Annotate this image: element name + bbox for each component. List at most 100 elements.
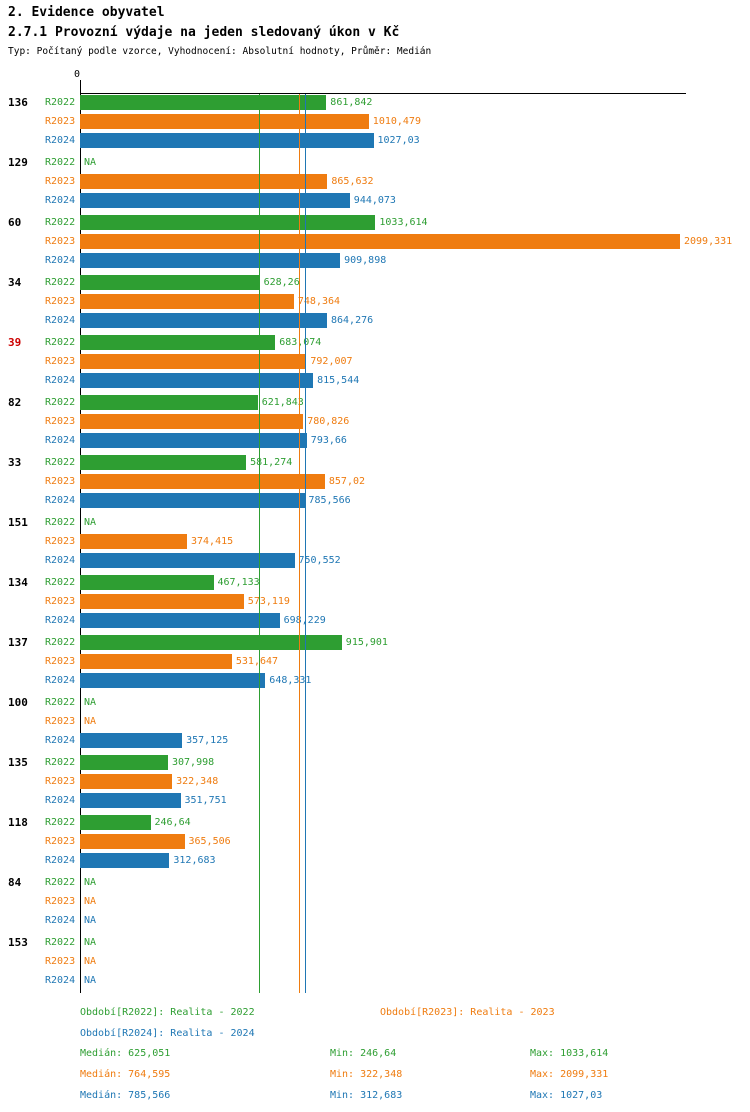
bar-group: 39 R2022 683,074 R2023 792,007 R2024 815,544 [0, 333, 750, 393]
na-label: NA [84, 517, 97, 528]
chart-row: R2023 865,632 [0, 173, 750, 192]
series-label: R2022 [45, 397, 76, 408]
series-label: R2022 [45, 457, 76, 468]
chart-row: R2024 NA [0, 912, 750, 931]
series-label: R2023 [45, 476, 76, 487]
chart-row: R2024 312,683 [0, 852, 750, 871]
stat-min-r2023: Min: 322,348 [330, 1069, 403, 1080]
chart-row: 34 R2022 628,26 [0, 274, 750, 293]
bar-value-label: 531,647 [235, 656, 279, 667]
bar-value-label: 581,274 [250, 457, 293, 468]
bar-value-label: 865,632 [331, 176, 374, 187]
series-label: R2024 [45, 255, 76, 266]
stat-median-r2022: Medián: 625,051 [80, 1048, 171, 1059]
bar-value-label: 628,26 [263, 277, 300, 288]
bar [80, 174, 328, 189]
na-label: NA [84, 956, 97, 967]
chart-row: R2023 780,826 [0, 413, 750, 432]
na-label: NA [84, 877, 97, 888]
bar [80, 755, 168, 770]
series-label: R2024 [45, 975, 76, 986]
series-label: R2023 [45, 836, 76, 847]
group-id-label: 153 [8, 936, 28, 949]
na-label: NA [84, 915, 97, 926]
bar [80, 133, 374, 148]
group-id-label: 134 [8, 576, 28, 589]
series-label: R2024 [45, 435, 76, 446]
bar-value-label: 322,348 [176, 776, 219, 787]
chart-row: R2024 698,229 [0, 612, 750, 631]
chart-row: R2024 357,125 [0, 732, 750, 751]
chart-rows: 136 R2022 861,842 R2023 1010,479 R2024 1027,03… [0, 93, 750, 993]
na-label: NA [84, 896, 97, 907]
bar-value-label: 785,566 [308, 495, 351, 506]
series-label: R2023 [45, 956, 76, 967]
bar-value-label: 861,842 [330, 97, 373, 108]
chart-row: R2023 1010,479 [0, 113, 750, 132]
bar [80, 294, 294, 309]
bar-value-label: 909,898 [344, 255, 387, 266]
chart-row: R2023 NA [0, 953, 750, 972]
bar [80, 354, 307, 369]
series-label: R2024 [45, 375, 76, 386]
bar [80, 654, 232, 669]
bar-group: 135 R2022 307,998 R2023 322,348 R2024 351,751 [0, 753, 750, 813]
bar-value-label: 857,02 [328, 476, 366, 487]
bar-group: 134 R2022 467,133 R2023 573,119 R2024 698,229 [0, 573, 750, 633]
bar-value-label: 698,229 [283, 615, 326, 626]
bar-group: 118 R2022 246,64 R2023 365,506 R2024 312,683 [0, 813, 750, 873]
bar-value-label: 793,66 [310, 435, 347, 446]
stat-median-r2024: Medián: 785,566 [80, 1090, 171, 1101]
chart-row: 118 R2022 246,64 [0, 814, 750, 833]
bar-value-label: 374,415 [191, 536, 234, 547]
chart-row: 39 R2022 683,074 [0, 334, 750, 353]
bar-value-label: 750,552 [298, 555, 341, 566]
bar-value-label: 573,119 [247, 596, 290, 607]
series-label: R2022 [45, 97, 76, 108]
series-label: R2023 [45, 596, 76, 607]
na-label: NA [84, 716, 97, 727]
bar-value-label: 815,544 [317, 375, 360, 386]
axis-zero-label: 0 [73, 69, 80, 80]
bar-value-label: 780,826 [307, 416, 350, 427]
bar-value-label: 351,751 [184, 795, 227, 806]
series-label: R2023 [45, 176, 76, 187]
series-label: R2023 [45, 296, 76, 307]
bar-value-label: 2099,331 [684, 236, 733, 247]
group-id-label: 118 [8, 816, 28, 829]
bar [80, 575, 214, 590]
group-id-label: 151 [8, 516, 28, 529]
chart-row: R2023 NA [0, 713, 750, 732]
bar [80, 215, 376, 230]
series-label: R2022 [45, 817, 76, 828]
series-label: R2022 [45, 637, 76, 648]
bar [80, 95, 327, 110]
chart-row: R2024 1027,03 [0, 132, 750, 151]
bar-value-label: 312,683 [173, 855, 216, 866]
chart-row: R2023 573,119 [0, 593, 750, 612]
chart-row: R2024 785,566 [0, 492, 750, 511]
bar [80, 414, 304, 429]
bar-group: 153 R2022 NA R2023 NA R2024 NA [0, 933, 750, 993]
chart-row: 82 R2022 621,843 [0, 394, 750, 413]
series-label: R2024 [45, 555, 76, 566]
legend-item-r2022: Období[R2022]: Realita - 2022 [80, 1007, 255, 1018]
series-label: R2023 [45, 356, 76, 367]
group-id-label: 33 [8, 456, 22, 469]
chart-row: R2023 322,348 [0, 773, 750, 792]
series-label: R2023 [45, 116, 76, 127]
stat-median-r2023: Medián: 764,595 [80, 1069, 171, 1080]
bar-group: 82 R2022 621,843 R2023 780,826 R2024 793,66 [0, 393, 750, 453]
series-label: R2022 [45, 337, 76, 348]
series-label: R2023 [45, 896, 76, 907]
series-label: R2024 [45, 855, 76, 866]
series-label: R2024 [45, 915, 76, 926]
chart-row: R2024 864,276 [0, 312, 750, 331]
legend-item-r2024: Období[R2024]: Realita - 2024 [80, 1028, 255, 1039]
series-label: R2022 [45, 577, 76, 588]
bar-group: 34 R2022 628,26 R2023 748,364 R2024 864,276 [0, 273, 750, 333]
stat-max-r2023: Max: 2099,331 [530, 1069, 609, 1080]
bar [80, 455, 247, 470]
bar [80, 853, 170, 868]
